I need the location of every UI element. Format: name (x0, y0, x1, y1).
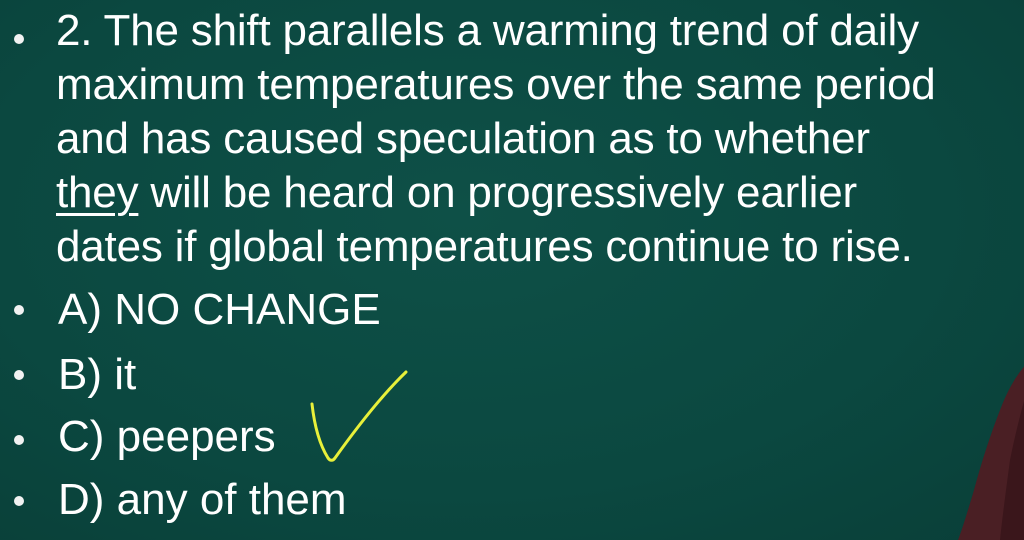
bullet-dot-option-a (14, 305, 24, 315)
option-b[interactable]: B) it (58, 350, 137, 399)
underlined-word: they (56, 168, 139, 217)
question-text: 2. The shift parallels a warming trend o… (56, 4, 1016, 274)
presenter-shoulder (958, 366, 1024, 540)
question-line-5: dates if global temperatures continue to… (56, 222, 913, 271)
option-d[interactable]: D) any of them (58, 475, 347, 524)
bullet-dot-option-b (14, 370, 24, 380)
bullet-dot-question (14, 34, 24, 44)
question-line-2: maximum temperatures over the same perio… (56, 60, 936, 109)
bullet-dot-option-c (14, 435, 24, 445)
question-line-4: they will be heard on progressively earl… (56, 166, 1016, 220)
question-line-1: 2. The shift parallels a warming trend o… (56, 6, 919, 55)
bullet-dot-option-d (14, 496, 24, 506)
question-line-3: and has caused speculation as to whether (56, 114, 870, 163)
option-c[interactable]: C) peepers (58, 412, 276, 461)
checkmark-icon (310, 370, 408, 462)
option-a[interactable]: A) NO CHANGE (58, 285, 381, 334)
question-line-4-rest: will be heard on progressively earlier (138, 168, 857, 217)
